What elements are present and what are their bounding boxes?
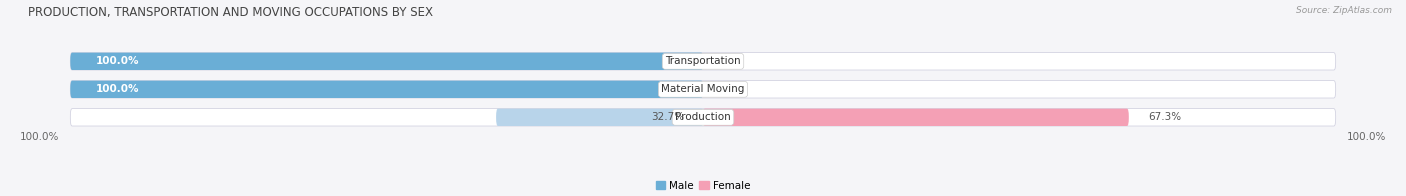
Text: Transportation: Transportation <box>665 56 741 66</box>
FancyBboxPatch shape <box>703 109 1129 126</box>
Text: 100.0%: 100.0% <box>96 56 139 66</box>
FancyBboxPatch shape <box>70 109 1336 126</box>
FancyBboxPatch shape <box>496 109 703 126</box>
Text: 100.0%: 100.0% <box>20 132 59 142</box>
Legend: Male, Female: Male, Female <box>651 176 755 195</box>
Text: Material Moving: Material Moving <box>661 84 745 94</box>
FancyBboxPatch shape <box>70 81 703 98</box>
FancyBboxPatch shape <box>70 53 1336 70</box>
Text: 32.7%: 32.7% <box>651 112 685 122</box>
FancyBboxPatch shape <box>70 81 1336 98</box>
Text: PRODUCTION, TRANSPORTATION AND MOVING OCCUPATIONS BY SEX: PRODUCTION, TRANSPORTATION AND MOVING OC… <box>28 6 433 19</box>
Text: 100.0%: 100.0% <box>96 84 139 94</box>
Text: 100.0%: 100.0% <box>1347 132 1386 142</box>
Text: 67.3%: 67.3% <box>1147 112 1181 122</box>
Text: Source: ZipAtlas.com: Source: ZipAtlas.com <box>1296 6 1392 15</box>
FancyBboxPatch shape <box>70 53 703 70</box>
Text: Production: Production <box>675 112 731 122</box>
